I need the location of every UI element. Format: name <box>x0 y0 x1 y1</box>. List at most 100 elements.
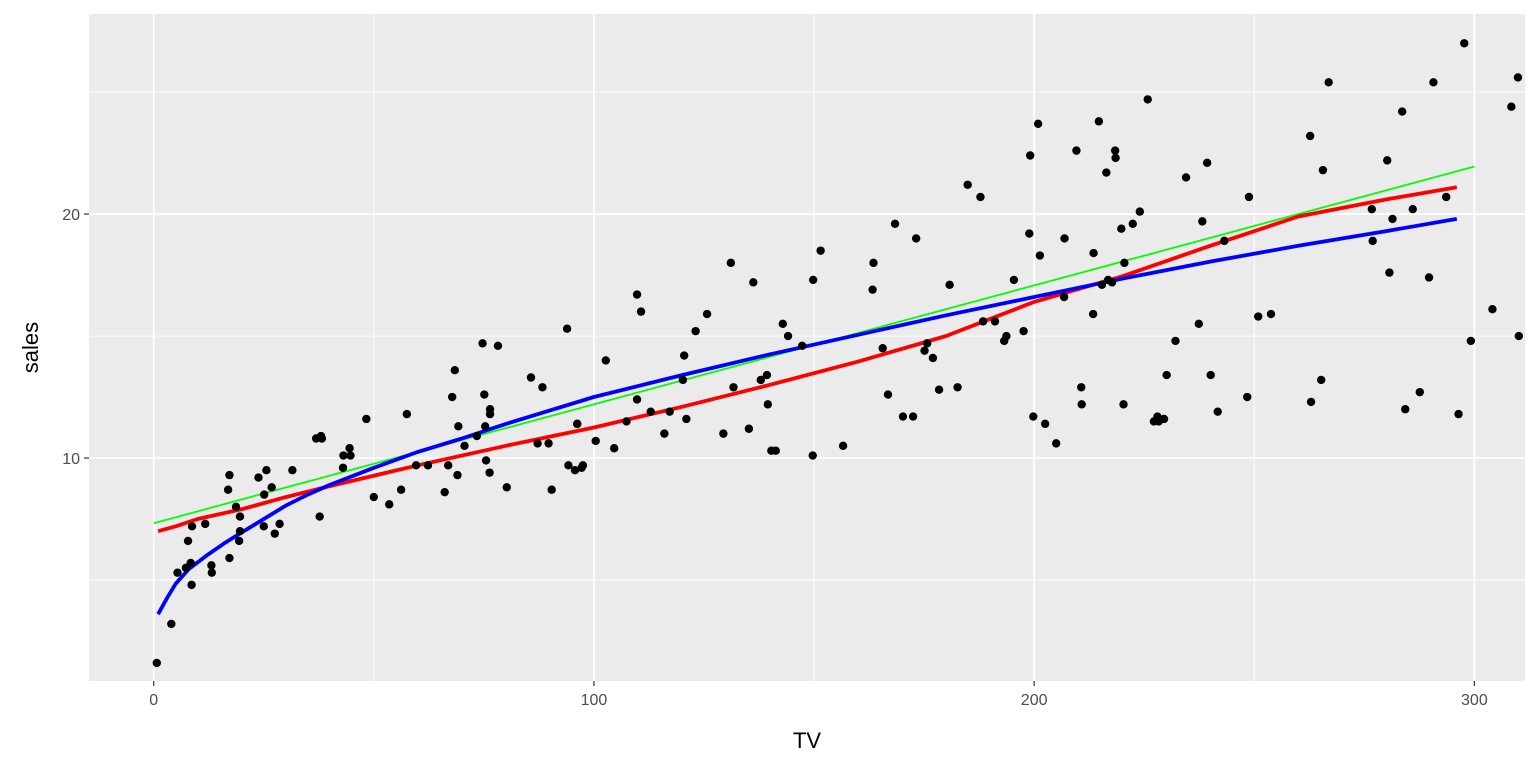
fit-line-3 <box>156 217 1458 616</box>
data-point <box>771 446 780 455</box>
data-point <box>231 502 241 512</box>
data-point <box>963 180 972 189</box>
data-point <box>538 383 547 392</box>
data-point <box>1143 95 1152 104</box>
data-point <box>207 561 216 570</box>
data-point <box>632 290 642 299</box>
data-point <box>729 383 738 392</box>
data-point <box>1089 248 1098 258</box>
data-points <box>152 39 1524 668</box>
data-point <box>1466 336 1476 346</box>
data-point <box>338 463 348 472</box>
data-point <box>207 568 217 577</box>
data-point <box>1002 331 1011 341</box>
data-point <box>1415 387 1424 397</box>
y-tick-label: 10 <box>62 451 80 468</box>
data-point <box>1029 412 1038 421</box>
data-point <box>1119 400 1128 409</box>
data-point <box>1009 275 1019 285</box>
data-point <box>1110 146 1120 155</box>
data-point <box>317 434 327 443</box>
data-point <box>369 492 379 502</box>
data-point <box>1097 280 1107 290</box>
data-point <box>1059 292 1069 302</box>
data-point <box>990 317 1000 326</box>
data-point <box>1025 229 1034 238</box>
data-point <box>235 512 245 521</box>
data-point <box>1368 236 1377 246</box>
fit-line-2 <box>157 185 1458 534</box>
data-point <box>883 390 893 399</box>
data-point <box>346 451 355 460</box>
data-point <box>225 553 234 563</box>
data-point <box>502 483 511 492</box>
x-tick-label: 200 <box>1021 692 1048 709</box>
data-point <box>1266 309 1276 319</box>
data-point <box>167 619 176 629</box>
data-point <box>411 461 421 470</box>
data-point <box>890 219 900 229</box>
data-point <box>1033 119 1043 128</box>
data-point <box>945 280 954 290</box>
data-point <box>1077 400 1086 409</box>
data-point <box>1202 158 1212 168</box>
data-point <box>976 192 985 202</box>
data-point <box>1025 151 1035 160</box>
data-point <box>911 234 921 243</box>
data-point <box>152 658 161 668</box>
data-point <box>762 370 772 380</box>
data-point <box>1181 173 1191 182</box>
data-point <box>288 466 297 475</box>
data-point <box>385 500 394 509</box>
data-point <box>339 451 348 460</box>
data-point <box>444 461 453 470</box>
data-point <box>1383 156 1392 165</box>
y-axis-title: sales <box>18 322 43 373</box>
data-point <box>763 400 773 409</box>
data-point <box>1316 375 1326 385</box>
data-point <box>808 451 817 460</box>
data-point <box>402 409 412 419</box>
data-point <box>601 356 611 365</box>
data-point <box>423 461 433 470</box>
data-point <box>816 246 825 255</box>
data-point <box>1397 107 1407 116</box>
data-point <box>1035 251 1045 260</box>
data-point <box>1019 326 1028 336</box>
data-point <box>1198 217 1207 226</box>
data-point <box>570 466 580 475</box>
data-point <box>1460 39 1469 48</box>
data-point <box>533 439 542 448</box>
data-point <box>223 485 233 494</box>
data-point <box>1454 409 1463 419</box>
data-point <box>646 407 655 416</box>
data-point <box>878 344 887 353</box>
data-point <box>1401 405 1410 414</box>
data-point <box>1077 383 1086 392</box>
data-point <box>447 392 457 402</box>
data-point <box>783 331 793 341</box>
data-point <box>1171 336 1180 346</box>
data-point <box>1244 192 1254 202</box>
data-point <box>797 341 807 350</box>
data-point <box>1318 165 1328 175</box>
data-point <box>485 405 495 414</box>
data-point <box>547 485 556 494</box>
data-point <box>679 351 689 360</box>
data-point <box>1111 153 1120 163</box>
data-point <box>749 278 758 287</box>
data-point <box>682 414 691 424</box>
data-point <box>636 307 646 316</box>
data-point <box>1442 192 1451 202</box>
data-point <box>526 373 536 382</box>
data-point <box>908 412 918 421</box>
data-point <box>609 444 619 453</box>
data-point <box>1305 131 1315 141</box>
data-point <box>934 385 944 394</box>
data-point <box>187 522 197 531</box>
data-point <box>1507 102 1516 111</box>
data-point <box>660 429 669 438</box>
data-point <box>183 536 193 546</box>
data-point <box>1088 309 1098 319</box>
data-point <box>480 422 490 431</box>
